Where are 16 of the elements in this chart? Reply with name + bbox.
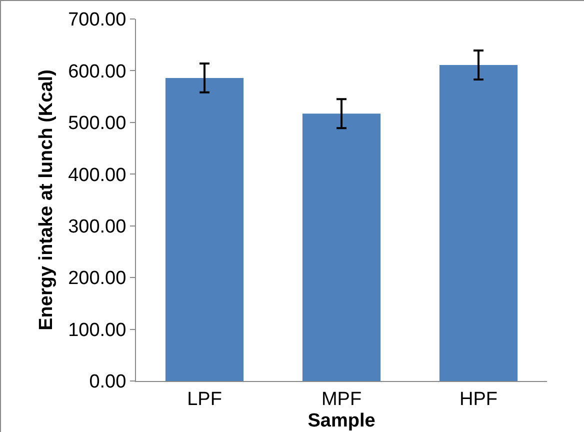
y-tick-label: 200.00: [68, 268, 126, 290]
y-tick-label: 0.00: [89, 372, 126, 393]
bar: [165, 78, 244, 381]
y-tick-label: 500.00: [68, 113, 126, 134]
x-tick-label: MPF: [321, 388, 362, 410]
bar: [439, 65, 518, 381]
x-tick-label: HPF: [460, 388, 498, 410]
x-axis-title: Sample: [308, 410, 376, 432]
x-tick-label: LPF: [187, 388, 222, 410]
y-tick-label: 600.00: [68, 61, 126, 82]
y-tick-label: 100.00: [68, 320, 126, 341]
y-tick-label: 400.00: [68, 164, 126, 186]
bar: [302, 114, 381, 381]
y-tick-label: 700.00: [68, 10, 126, 31]
y-axis-title: Energy intake at lunch (Kcal): [36, 70, 57, 330]
y-tick-label: 300.00: [68, 216, 126, 238]
